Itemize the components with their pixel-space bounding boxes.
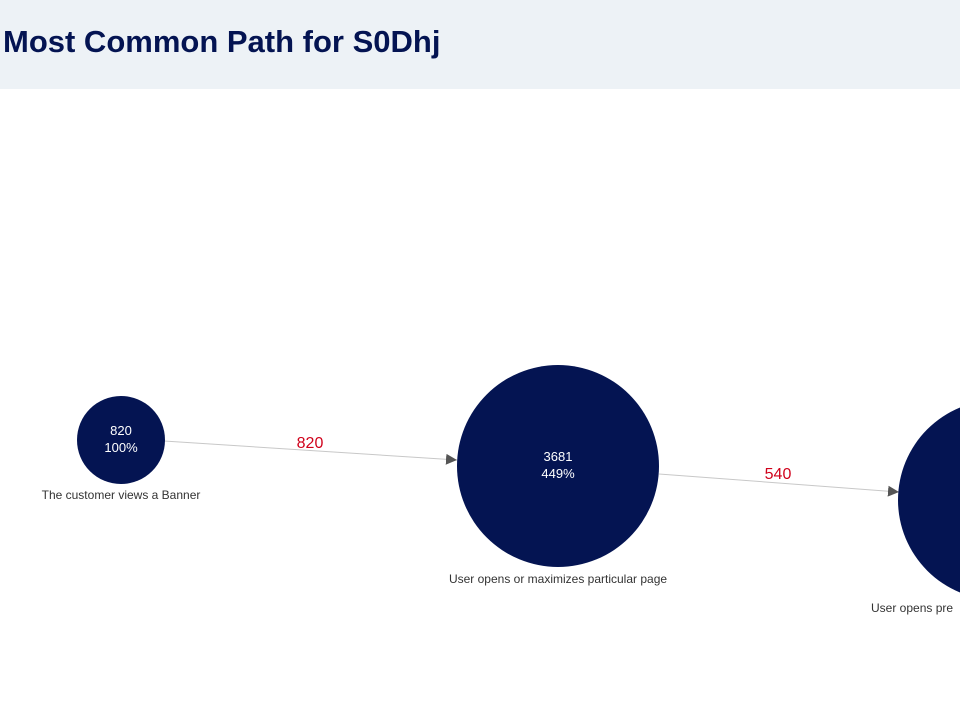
- page-title: Most Common Path for S0Dhj: [3, 24, 441, 59]
- node-banner-view[interactable]: 820 100% The customer views a Banner: [42, 396, 201, 502]
- node-open-page[interactable]: 3681 449% User opens or maximizes partic…: [449, 365, 667, 586]
- edge-2-value: 540: [765, 466, 792, 483]
- node-count: 3681: [544, 449, 573, 464]
- node-count: 820: [110, 423, 132, 438]
- header-bar: Most Common Path for S0Dhj: [0, 0, 960, 89]
- node-label: User opens pre: [871, 601, 953, 615]
- edge-1-value: 820: [297, 435, 324, 452]
- edge-1-line: [163, 440, 458, 465]
- node-circle: [457, 365, 659, 567]
- edge-1[interactable]: 820: [163, 435, 458, 465]
- node-label: The customer views a Banner: [42, 488, 201, 502]
- node-circle: [898, 407, 960, 593]
- node-label: User opens or maximizes particular page: [449, 572, 667, 586]
- node-circle: [77, 396, 165, 484]
- edge-2[interactable]: 540: [658, 466, 900, 497]
- node-open-pre[interactable]: User opens pre: [871, 400, 960, 615]
- edge-2-line: [658, 473, 900, 497]
- node-percent: 449%: [541, 466, 575, 481]
- node-percent: 100%: [104, 440, 138, 455]
